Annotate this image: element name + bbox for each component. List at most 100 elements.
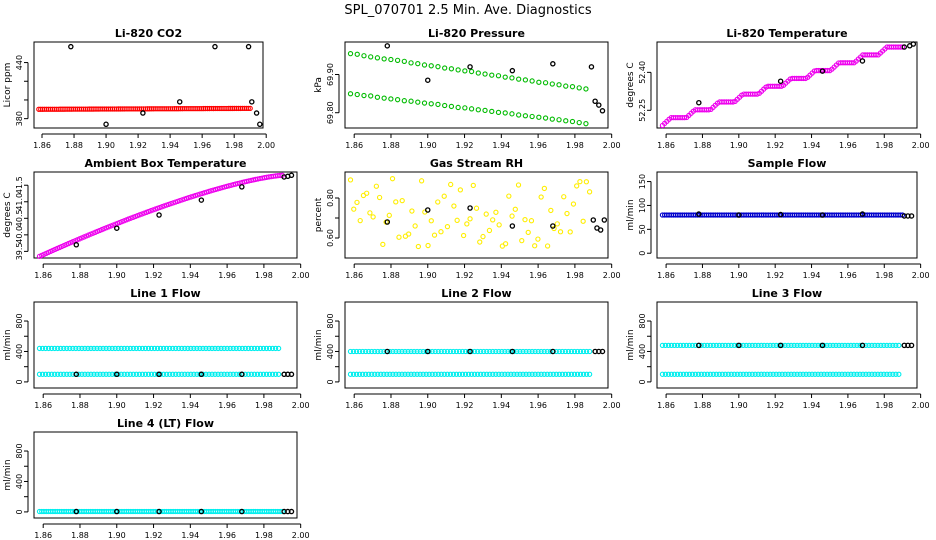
data-point xyxy=(428,218,434,224)
data-point xyxy=(160,345,167,352)
data-point xyxy=(405,371,411,377)
data-point xyxy=(859,342,866,349)
data-point xyxy=(456,348,463,355)
data-point xyxy=(495,73,502,79)
data-point xyxy=(215,186,221,192)
data-point xyxy=(354,51,360,57)
data-point xyxy=(583,121,589,127)
data-point xyxy=(227,371,233,377)
data-point xyxy=(236,371,242,377)
data-point xyxy=(257,121,263,128)
y-tick-label: 52.25 xyxy=(638,99,647,122)
y-tick-label: 400 xyxy=(15,344,24,359)
data-point xyxy=(565,371,572,377)
data-point xyxy=(561,194,567,200)
data-point xyxy=(731,371,737,377)
x-tick-label: 1.86 xyxy=(34,531,52,540)
data-point xyxy=(538,194,544,200)
data-point xyxy=(827,371,833,377)
data-point xyxy=(502,241,509,247)
y-axis-label: ml/min xyxy=(3,459,13,490)
data-point xyxy=(48,345,55,352)
data-point xyxy=(525,229,531,236)
data-point xyxy=(713,342,719,349)
data-point xyxy=(209,371,215,377)
data-point xyxy=(713,371,719,377)
data-point xyxy=(361,92,367,99)
data-point xyxy=(97,345,103,352)
data-point xyxy=(249,99,255,105)
data-point xyxy=(698,342,704,349)
data-point xyxy=(275,345,282,352)
data-point xyxy=(103,345,109,352)
data-point xyxy=(401,98,407,104)
data-point xyxy=(662,371,669,377)
data-point xyxy=(70,345,76,352)
data-point xyxy=(839,371,845,377)
x-tick-label: 1.86 xyxy=(657,141,675,150)
data-point xyxy=(206,371,212,377)
data-point xyxy=(51,345,58,352)
data-point xyxy=(875,342,881,349)
y-axis-label: degrees C xyxy=(3,192,13,237)
data-point xyxy=(770,371,776,377)
data-point xyxy=(210,187,216,193)
data-point xyxy=(794,371,800,377)
data-point xyxy=(414,371,420,377)
x-tick-label: 1.98 xyxy=(875,401,893,410)
data-point xyxy=(734,371,740,377)
series-data-high xyxy=(659,342,902,349)
x-tick-label: 1.98 xyxy=(255,271,273,280)
data-point xyxy=(399,197,405,204)
data-point xyxy=(384,43,391,49)
data-point xyxy=(393,371,399,377)
data-point xyxy=(91,371,97,377)
data-point xyxy=(512,206,518,212)
data-point xyxy=(64,345,70,352)
y-tick-label: 39.5 xyxy=(15,242,24,260)
data-point xyxy=(901,44,908,50)
data-point xyxy=(523,371,529,377)
data-point xyxy=(548,207,554,214)
data-point xyxy=(215,345,221,352)
data-point xyxy=(671,371,678,377)
data-point xyxy=(910,41,917,47)
data-point xyxy=(474,371,481,377)
data-point xyxy=(559,371,566,377)
data-point xyxy=(176,371,182,377)
data-point xyxy=(441,348,447,355)
data-point xyxy=(791,371,797,377)
data-point xyxy=(64,371,70,377)
x-tick-label: 1.88 xyxy=(382,141,400,150)
data-point xyxy=(417,348,423,355)
series-data xyxy=(659,44,906,129)
data-point xyxy=(812,342,818,349)
data-point xyxy=(221,345,227,352)
data-point xyxy=(535,348,541,355)
data-point xyxy=(444,223,451,230)
data-point xyxy=(455,67,461,73)
y-tick-label: 69.80 xyxy=(326,101,335,124)
data-point xyxy=(695,371,702,377)
data-point xyxy=(408,60,414,66)
data-point xyxy=(849,60,855,66)
series-spikes xyxy=(384,43,606,114)
data-point xyxy=(696,342,702,349)
x-axis: 1.86 1.88 1.90 1.92 1.94 1.96 1.98 2.00 xyxy=(657,133,930,150)
data-point xyxy=(402,371,408,377)
y-axis: 52.25 52.40 xyxy=(638,61,652,122)
data-point xyxy=(457,187,464,193)
data-point xyxy=(212,186,219,193)
y-axis: 0 400 800 xyxy=(15,443,29,514)
y-axis: 0 400 800 xyxy=(326,313,340,384)
data-point xyxy=(167,371,173,377)
data-point xyxy=(520,371,526,377)
data-point xyxy=(806,371,812,377)
data-point xyxy=(48,371,55,377)
data-point xyxy=(509,75,515,81)
data-point xyxy=(752,342,758,349)
y-axis-label: ml/min xyxy=(626,329,636,360)
y-tick-label: 40.5 xyxy=(15,209,24,227)
y-axis: 0 50 100 150 xyxy=(638,174,652,256)
